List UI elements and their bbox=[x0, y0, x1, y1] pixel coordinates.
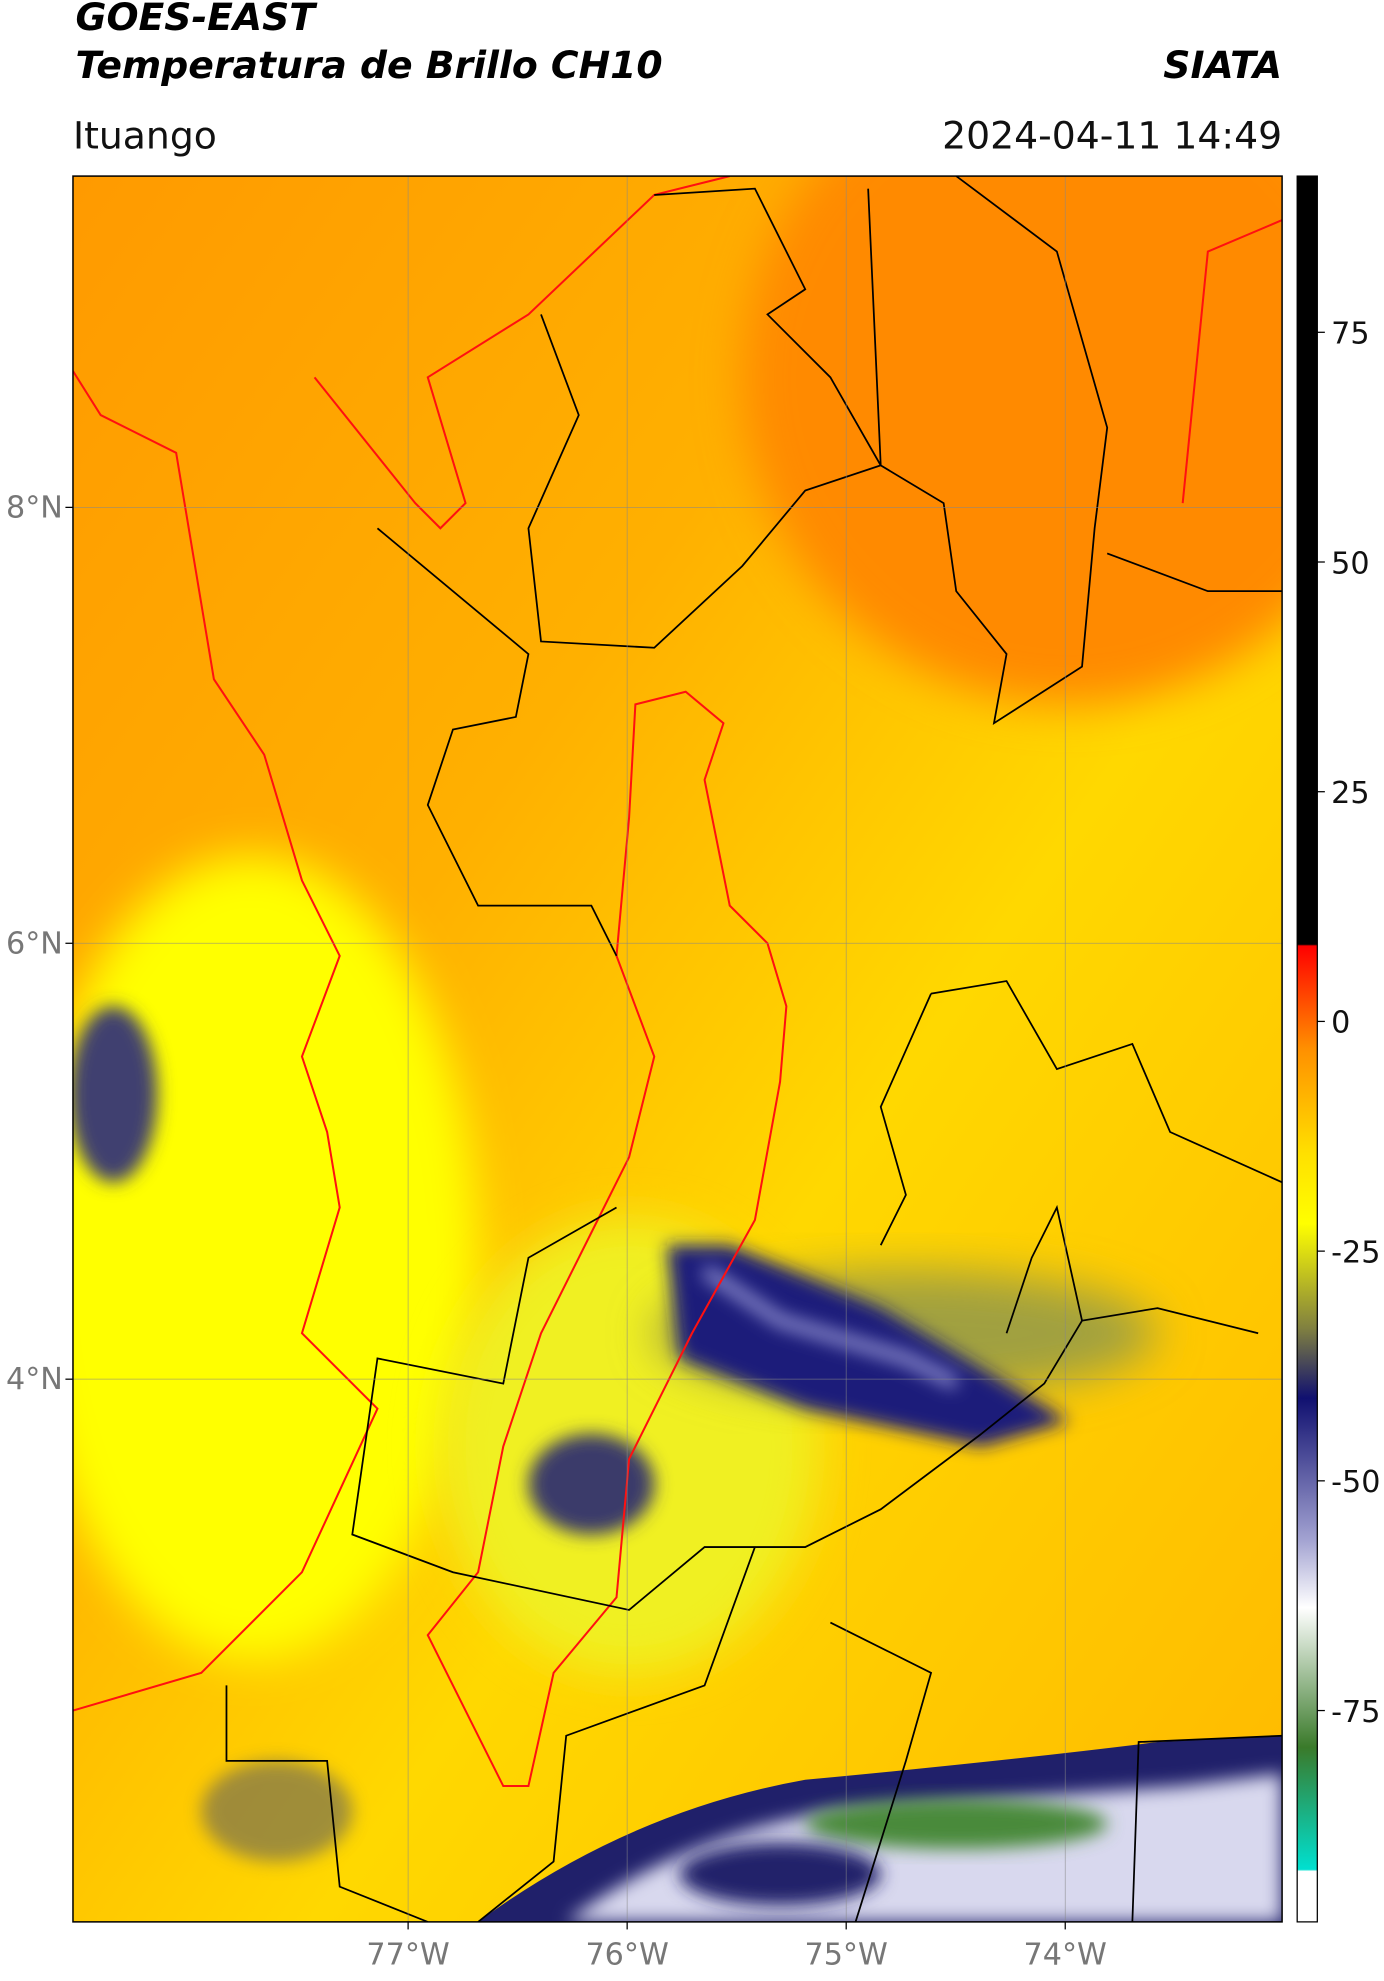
colorbar-tick-label: -50 bbox=[1331, 1465, 1380, 1500]
y-tick-label: 6°N bbox=[6, 926, 63, 961]
colorbar-tick-label: 0 bbox=[1331, 1006, 1350, 1041]
agency: SIATA bbox=[1163, 43, 1282, 87]
colorbar-tick-label: 75 bbox=[1331, 317, 1369, 352]
y-tick-label: 4°N bbox=[6, 1362, 63, 1397]
datetime: 2024-04-11 14:49 bbox=[942, 113, 1282, 157]
x-tick-label: 75°W bbox=[805, 1938, 888, 1973]
x-tick-label: 74°W bbox=[1024, 1938, 1107, 1973]
subtitle: Temperatura de Brillo CH10 bbox=[75, 43, 662, 87]
colorbar-tick-label: 50 bbox=[1331, 546, 1369, 581]
y-tick-label: 8°N bbox=[6, 490, 63, 525]
x-tick-label: 77°W bbox=[366, 1938, 449, 1973]
x-tick-label: 76°W bbox=[585, 1938, 668, 1973]
colorbar-tick-label: -75 bbox=[1331, 1695, 1380, 1730]
map-image bbox=[72, 176, 1283, 1922]
colorbar-tick-label: 25 bbox=[1331, 776, 1369, 811]
map-frame bbox=[72, 175, 1283, 1923]
colorbar bbox=[1296, 175, 1318, 1923]
location: Ituango bbox=[73, 113, 217, 157]
grid bbox=[72, 176, 1283, 1922]
title: GOES-EAST bbox=[75, 0, 318, 39]
colorbar-tick-label: -25 bbox=[1331, 1235, 1380, 1270]
